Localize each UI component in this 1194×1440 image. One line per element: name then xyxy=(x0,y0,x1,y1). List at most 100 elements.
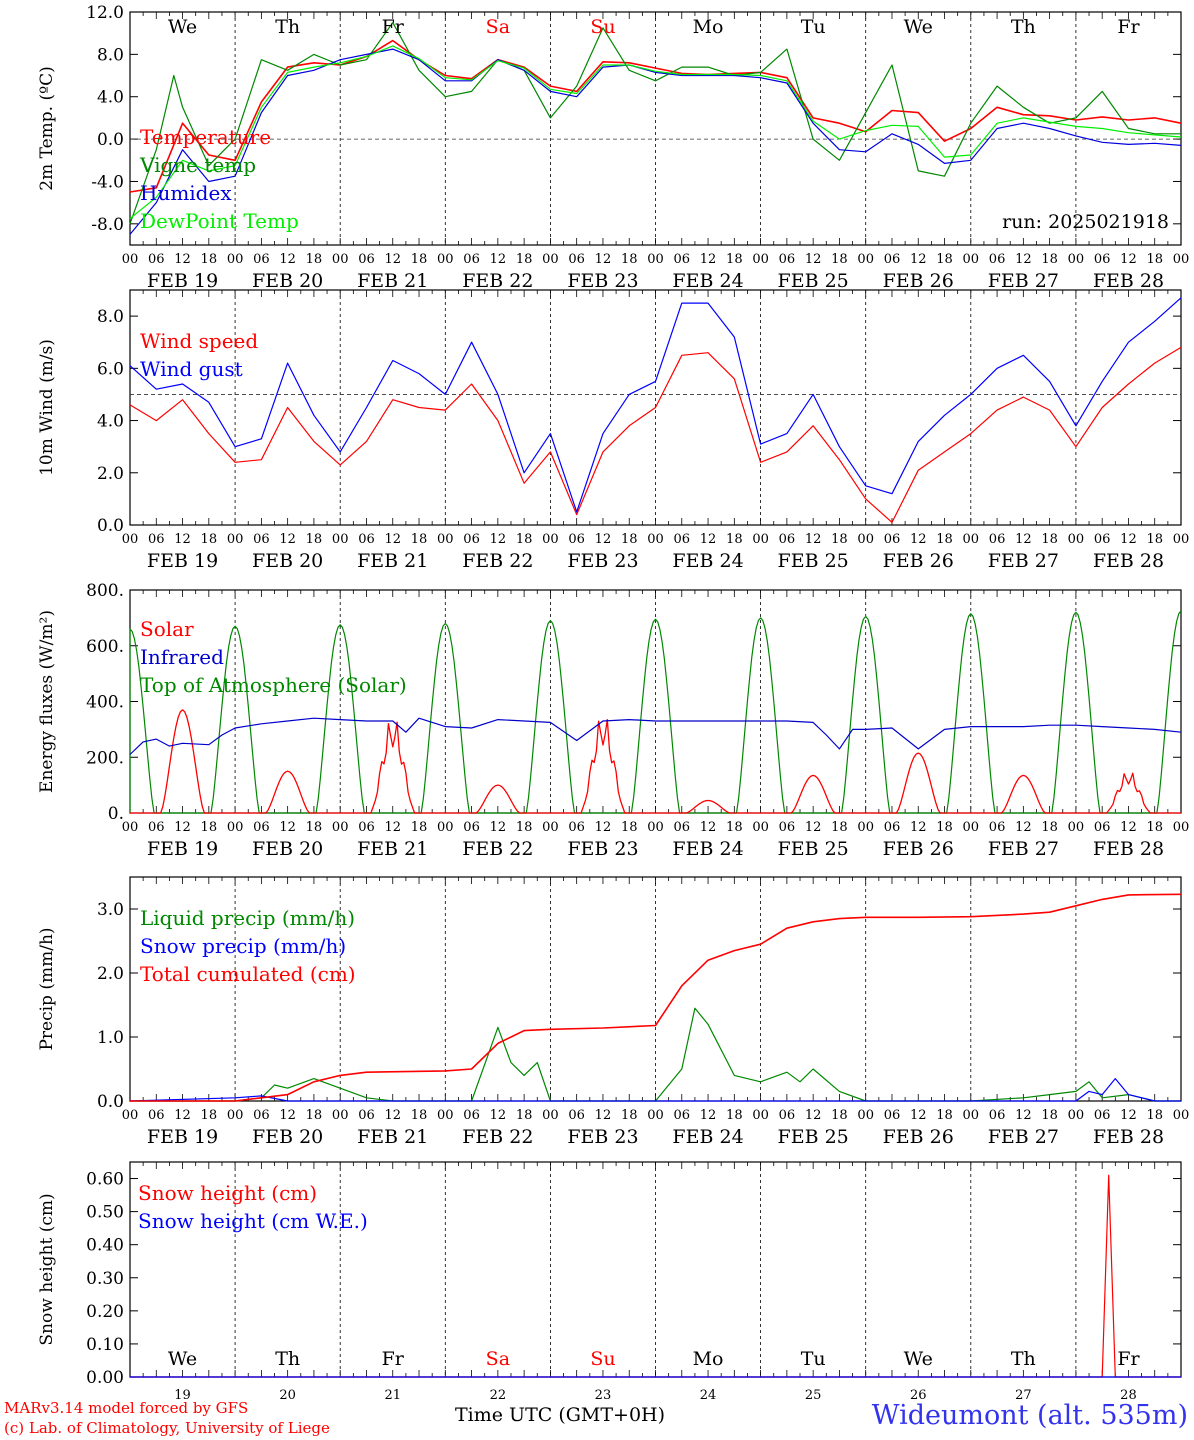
hour-tick-label: 00 xyxy=(542,1108,559,1123)
hour-tick-label: 18 xyxy=(516,252,533,267)
hour-tick-label: 18 xyxy=(516,1108,533,1123)
hour-tick-label: 18 xyxy=(1146,820,1163,835)
date-label: FEB 28 xyxy=(1093,838,1164,860)
hour-tick-label: 06 xyxy=(568,252,585,267)
hour-tick-label: 18 xyxy=(726,820,743,835)
hour-tick-label: 06 xyxy=(989,532,1006,547)
hour-tick-label: 00 xyxy=(752,1108,769,1123)
day-number-label: 26 xyxy=(910,1388,927,1403)
hour-tick-label: 06 xyxy=(148,532,165,547)
weekday-label: Su xyxy=(590,16,615,38)
y-tick-label: 0. xyxy=(108,804,124,824)
hour-tick-label: 06 xyxy=(463,532,480,547)
hour-tick-label: 12 xyxy=(805,252,822,267)
hour-tick-label: 06 xyxy=(568,532,585,547)
energy-panel: 0. 200. 400. 600. 800. Energy fluxes (W/m²) 00… xyxy=(37,581,1189,860)
weekday-label: Fr xyxy=(382,1348,405,1370)
hour-tick-label: 18 xyxy=(621,820,638,835)
hour-tick-label: 12 xyxy=(1015,532,1032,547)
legend-entry: Wind gust xyxy=(140,357,243,381)
wind-gust-line xyxy=(129,297,1182,513)
hour-tick-label: 12 xyxy=(279,252,296,267)
y-tick-label: 400. xyxy=(86,693,124,713)
hour-tick-label: 00 xyxy=(752,252,769,267)
hour-tick-label: 00 xyxy=(332,1108,349,1123)
date-label: FEB 22 xyxy=(462,1126,533,1148)
hour-tick-label: 00 xyxy=(332,252,349,267)
hour-tick-label: 18 xyxy=(201,252,218,267)
hour-tick-label: 18 xyxy=(201,532,218,547)
weekday-label: Sa xyxy=(486,1348,510,1370)
hour-tick-label: 00 xyxy=(332,820,349,835)
hour-tick-label: 00 xyxy=(1068,252,1085,267)
weekday-label: Fr xyxy=(1117,1348,1140,1370)
hour-tick-label: 18 xyxy=(621,1108,638,1123)
hour-tick-label: 12 xyxy=(174,820,191,835)
date-label: FEB 28 xyxy=(1093,270,1164,292)
date-label: FEB 25 xyxy=(778,550,849,572)
hour-tick-label: 06 xyxy=(463,820,480,835)
hour-tick-label: 12 xyxy=(174,1108,191,1123)
hour-tick-label: 18 xyxy=(306,1108,323,1123)
hour-tick-label: 12 xyxy=(700,820,717,835)
hour-tick-label: 12 xyxy=(490,820,507,835)
hour-tick-label: 12 xyxy=(595,252,612,267)
date-label: FEB 20 xyxy=(252,270,323,292)
date-label: FEB 20 xyxy=(252,550,323,572)
hour-tick-label: 00 xyxy=(752,820,769,835)
hour-tick-label: 00 xyxy=(1173,1108,1190,1123)
hour-tick-label: 06 xyxy=(1094,252,1111,267)
hour-tick-label: 18 xyxy=(936,532,953,547)
weekday-label: Th xyxy=(275,16,300,38)
hour-tick-label: 00 xyxy=(122,532,139,547)
y-tick-label: 0.60 xyxy=(86,1170,124,1190)
hour-tick-label: 18 xyxy=(411,820,428,835)
legend-entry: Liquid precip (mm/h) xyxy=(140,906,355,930)
hour-tick-label: 06 xyxy=(884,820,901,835)
hour-tick-label: 00 xyxy=(647,1108,664,1123)
hour-tick-label: 06 xyxy=(253,1108,270,1123)
date-label: FEB 22 xyxy=(462,550,533,572)
hour-tick-label: 00 xyxy=(437,1108,454,1123)
hour-tick-label: 12 xyxy=(490,1108,507,1123)
hour-tick-label: 12 xyxy=(384,532,401,547)
hour-tick-label: 18 xyxy=(411,532,428,547)
hour-tick-label: 06 xyxy=(1094,532,1111,547)
hour-tick-label: 06 xyxy=(253,252,270,267)
legend-entry: Solar xyxy=(140,617,194,641)
precip-panel: 0.0 1.0 2.0 3.0 Precip (mm/h) 00 06 12 18 FEB 19 0… xyxy=(37,876,1190,1148)
hour-tick-label: 12 xyxy=(279,1108,296,1123)
hour-tick-label: 00 xyxy=(122,820,139,835)
hour-tick-label: 00 xyxy=(227,252,244,267)
hour-tick-label: 18 xyxy=(411,1108,428,1123)
legend-entry: Vigne temp xyxy=(139,153,256,177)
y-axis-label: 2m Temp. (ºC) xyxy=(37,66,57,191)
hour-tick-label: 06 xyxy=(463,1108,480,1123)
weekday-label: Sa xyxy=(486,16,510,38)
hour-tick-label: 18 xyxy=(411,252,428,267)
toa-solar-line xyxy=(129,610,1182,814)
weekday-label: Tu xyxy=(801,16,826,38)
hour-tick-label: 18 xyxy=(516,820,533,835)
station-name: Wideumont (alt. 535m) xyxy=(871,1400,1188,1431)
hour-tick-label: 18 xyxy=(831,1108,848,1123)
plot-frame xyxy=(129,589,1182,814)
y-axis-label: Snow height (cm) xyxy=(37,1193,57,1345)
hour-tick-label: 06 xyxy=(989,820,1006,835)
hour-tick-label: 00 xyxy=(437,252,454,267)
date-label: FEB 22 xyxy=(462,838,533,860)
hour-tick-label: 18 xyxy=(516,532,533,547)
hour-tick-label: 18 xyxy=(306,532,323,547)
date-label: FEB 26 xyxy=(883,270,954,292)
weekday-label: We xyxy=(904,1348,933,1370)
hour-tick-label: 06 xyxy=(463,252,480,267)
hour-tick-label: 00 xyxy=(857,820,874,835)
hour-tick-label: 18 xyxy=(1041,1108,1058,1123)
hour-tick-label: 06 xyxy=(358,532,375,547)
wind-speed-line xyxy=(129,346,1182,524)
hour-tick-label: 12 xyxy=(805,1108,822,1123)
hour-tick-label: 06 xyxy=(884,1108,901,1123)
date-label: FEB 19 xyxy=(147,550,218,572)
weekday-label: Th xyxy=(275,1348,300,1370)
hour-tick-label: 18 xyxy=(621,532,638,547)
